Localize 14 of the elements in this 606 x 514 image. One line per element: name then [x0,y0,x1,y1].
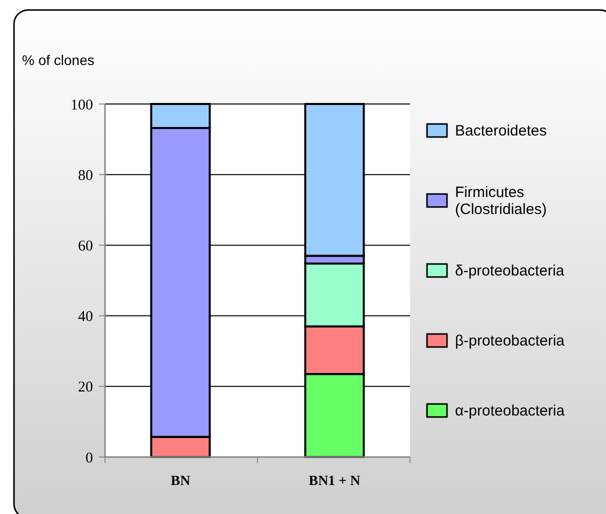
y-tick-label: 60 [78,238,93,254]
y-tick-label: 20 [78,380,93,396]
y-tick-label: 80 [78,168,93,184]
x-tick-label: BN1 + N [308,474,360,489]
legend-label: Bacteroidetes [455,122,547,140]
y-axis-title: % of clones [22,52,94,68]
legend-label: Firmicutes (Clostridiales) [455,184,547,218]
legend-label: β-proteobacteria [455,332,566,350]
y-tick-label: 0 [86,450,93,466]
legend-label: α-proteobacteria [455,402,566,420]
legend-label: δ-proteobacteria [455,262,565,280]
x-tick-label: BN [170,474,190,489]
y-tick-label: 100 [70,97,93,114]
y-tick-label: 40 [78,309,93,326]
